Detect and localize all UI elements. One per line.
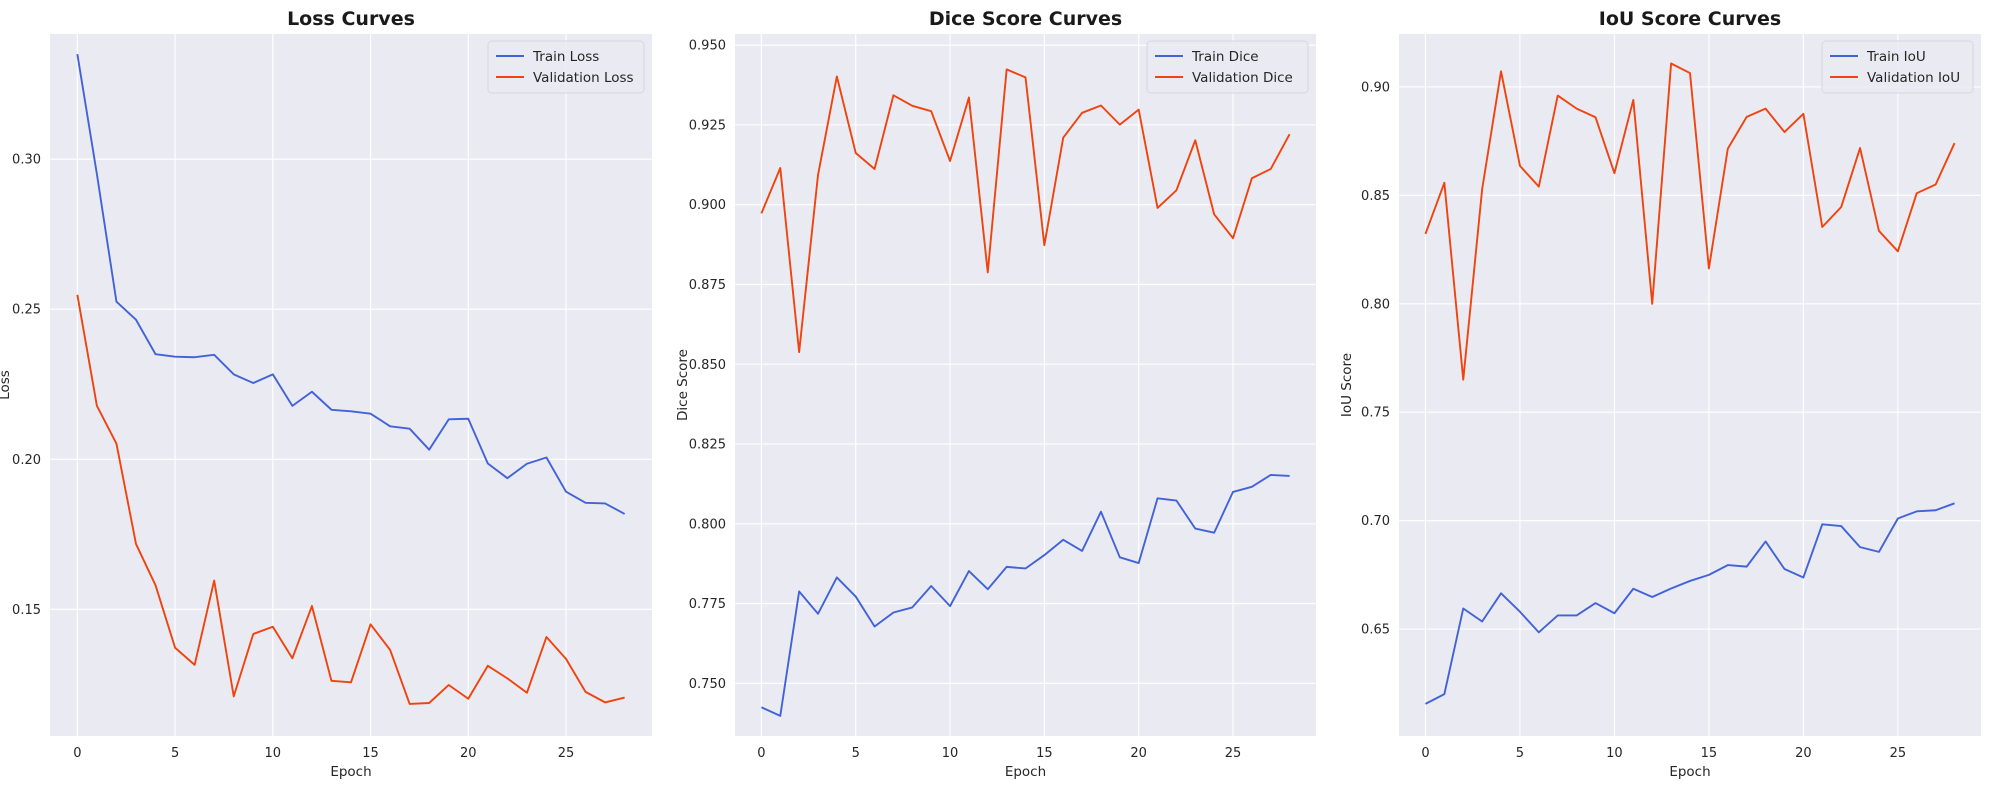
chart-title: Dice Score Curves	[929, 8, 1122, 30]
legend-box	[1146, 40, 1309, 94]
legend-label: Train Loss	[532, 49, 599, 65]
y-tick-label: 0.900	[689, 198, 726, 213]
y-axis-label: IoU Score	[1339, 353, 1355, 417]
y-tick-label: 0.20	[12, 453, 41, 468]
x-tick-label: 5	[171, 746, 179, 761]
x-tick-label: 0	[1421, 746, 1429, 761]
plot-area	[1399, 34, 1981, 736]
x-axis-label: Epoch	[330, 764, 371, 780]
series-line-train	[761, 474, 1290, 717]
legend-label: Train IoU	[1866, 49, 1926, 65]
y-tick-label: 0.85	[1361, 189, 1390, 204]
panel-3: 0 5 10 15 20 25 0.65 0.70 0.75 0.80 0.85 0.90 IoU Sc…	[1339, 8, 1981, 780]
legend: Train Loss Validation Loss	[487, 40, 645, 94]
x-tick-label: 0	[73, 746, 81, 761]
x-tick-label: 5	[1516, 746, 1524, 761]
y-tick-label: 0.750	[689, 677, 726, 692]
y-tick-label: 0.15	[12, 603, 41, 618]
x-tick-label: 20	[460, 746, 477, 761]
x-tick-label: 0	[757, 746, 765, 761]
y-tick-label: 0.25	[12, 303, 41, 318]
legend-box	[487, 40, 645, 94]
x-axis-label: Epoch	[1669, 764, 1710, 780]
series-line-validation	[76, 294, 625, 705]
x-tick-label: 5	[852, 746, 860, 761]
y-tick-label: 0.775	[689, 597, 726, 612]
y-tick-label: 0.70	[1361, 514, 1390, 529]
y-tick-label: 0.30	[12, 153, 41, 168]
x-tick-label: 20	[1795, 746, 1812, 761]
legend-box	[1821, 40, 1974, 94]
x-axis-label: Epoch	[1005, 764, 1046, 780]
y-tick-label: 0.850	[689, 358, 726, 373]
chart-title: Loss Curves	[287, 8, 415, 30]
x-tick-label: 15	[1036, 746, 1053, 761]
series-line-validation	[1424, 62, 1956, 381]
legend-label: Validation IoU	[1867, 70, 1960, 86]
x-tick-label: 10	[1606, 746, 1623, 761]
x-tick-label: 10	[265, 746, 282, 761]
y-axis-label: Loss	[0, 370, 13, 400]
series-line-train	[1425, 502, 1955, 705]
y-tick-label: 0.950	[689, 39, 726, 54]
legend-label: Validation Dice	[1192, 70, 1293, 86]
x-tick-label: 25	[558, 746, 575, 761]
panel-2: 0 5 10 15 20 25 0.750 0.775 0.800 0.825 0.850 0.875…	[675, 8, 1316, 780]
legend: Train IoU Validation IoU	[1821, 40, 1974, 94]
y-tick-label: 0.65	[1361, 623, 1390, 638]
y-tick-label: 0.925	[689, 118, 726, 133]
plot-area	[735, 34, 1316, 736]
chart-title: IoU Score Curves	[1599, 8, 1781, 30]
y-axis-label: Dice Score	[675, 349, 691, 421]
plot-area	[50, 34, 652, 736]
y-tick-label: 0.825	[689, 438, 726, 453]
legend: Train Dice Validation Dice	[1146, 40, 1309, 94]
panel-1: 0 5 10 15 20 25 0.15 0.20 0.25 0.30 Loss Curves Epo…	[0, 8, 652, 780]
y-tick-label: 0.800	[689, 517, 726, 532]
x-tick-label: 25	[1890, 746, 1907, 761]
x-tick-label: 15	[362, 746, 379, 761]
y-tick-label: 0.80	[1361, 297, 1390, 312]
x-tick-label: 20	[1130, 746, 1147, 761]
series-line-train	[76, 53, 626, 515]
legend-label: Validation Loss	[533, 70, 634, 86]
y-tick-label: 0.75	[1361, 406, 1390, 421]
x-tick-label: 10	[942, 746, 959, 761]
y-tick-label: 0.90	[1361, 80, 1390, 95]
x-tick-label: 15	[1701, 746, 1718, 761]
y-tick-label: 0.875	[689, 278, 726, 293]
series-line-validation	[760, 68, 1291, 354]
x-tick-label: 25	[1225, 746, 1242, 761]
legend-label: Train Dice	[1191, 49, 1259, 65]
